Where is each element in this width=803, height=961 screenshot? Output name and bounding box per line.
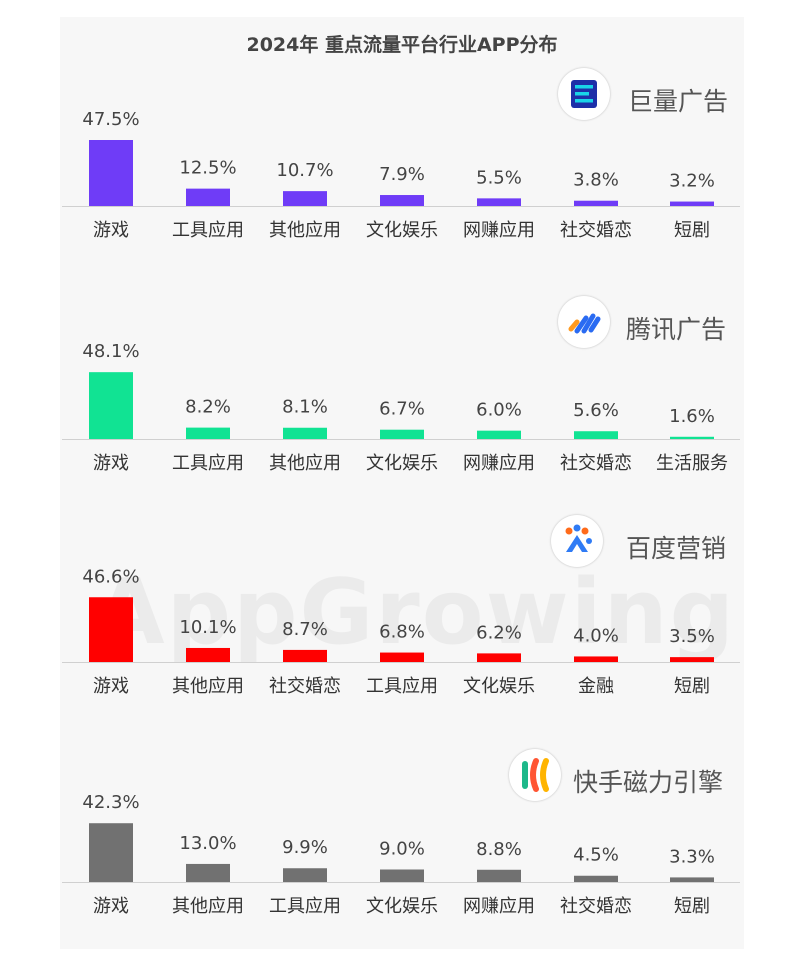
data-label: 6.0% (476, 400, 522, 421)
data-label: 3.5% (669, 626, 715, 647)
ocean-engine-logo-icon (558, 68, 610, 120)
x-tick-label: 其他应用 (269, 220, 341, 241)
data-label: 3.8% (573, 170, 619, 191)
x-tick-label: 工具应用 (269, 896, 341, 917)
bar (477, 198, 521, 206)
x-tick-label: 其他应用 (172, 676, 244, 697)
x-tick-label: 文化娱乐 (366, 453, 438, 474)
data-label: 9.9% (282, 837, 328, 858)
bar (574, 656, 618, 662)
x-tick-label: 社交婚恋 (560, 895, 632, 917)
baidu-marketing-logo-icon (551, 515, 603, 567)
bar (574, 200, 618, 206)
x-tick-label: 文化娱乐 (366, 220, 438, 241)
data-label: 8.8% (476, 839, 522, 860)
x-tick-label: 社交婚恋 (269, 675, 341, 697)
x-tick-label: 文化娱乐 (366, 896, 438, 917)
bar (89, 823, 133, 882)
x-tick-label: 其他应用 (172, 896, 244, 917)
x-tick-label: 社交婚恋 (560, 452, 632, 474)
bar (186, 863, 230, 882)
bar (186, 427, 230, 439)
x-tick-label: 工具应用 (172, 453, 244, 474)
data-label: 6.7% (379, 399, 425, 420)
data-label: 9.0% (379, 838, 425, 859)
bar (670, 436, 714, 439)
data-label: 48.1% (82, 341, 139, 362)
x-tick-label: 短剧 (674, 896, 710, 917)
data-label: 6.2% (476, 622, 522, 643)
bar (283, 868, 327, 882)
kuaishou-magnetic-engine-logo-icon (509, 749, 561, 801)
bar (89, 140, 133, 206)
bar (477, 869, 521, 882)
data-label: 46.6% (82, 566, 139, 587)
data-label: 12.5% (179, 158, 236, 179)
x-tick-label: 游戏 (93, 896, 129, 917)
bar (186, 647, 230, 662)
bar (670, 657, 714, 662)
data-label: 13.0% (179, 833, 236, 854)
data-label: 3.2% (669, 171, 715, 192)
bar (186, 188, 230, 206)
x-tick-label: 工具应用 (172, 220, 244, 241)
bar (380, 869, 424, 882)
platform-name-tencent-ads: 腾讯广告 (626, 315, 727, 344)
x-tick-label: 工具应用 (366, 676, 438, 697)
x-tick-label: 生活服务 (656, 453, 728, 474)
bar (283, 649, 327, 662)
chart-panel (60, 17, 744, 949)
chart-title: 2024年 重点流量平台行业APP分布 (246, 34, 558, 56)
data-label: 8.7% (282, 619, 328, 640)
data-label: 5.5% (476, 167, 522, 188)
data-label: 4.5% (573, 845, 619, 866)
data-label: 5.6% (573, 400, 619, 421)
x-tick-label: 文化娱乐 (463, 676, 535, 697)
data-label: 47.5% (82, 109, 139, 130)
x-tick-label: 社交婚恋 (560, 219, 632, 241)
tencent-ads-logo-icon (558, 296, 610, 348)
watermark: AppGrowing (95, 560, 736, 665)
data-label: 4.0% (573, 625, 619, 646)
x-tick-label: 网赚应用 (463, 220, 535, 241)
data-label: 3.3% (669, 846, 715, 867)
x-tick-label: 网赚应用 (463, 453, 535, 474)
data-label: 7.9% (379, 164, 425, 185)
bar (574, 875, 618, 882)
bar (380, 429, 424, 439)
x-tick-label: 其他应用 (269, 453, 341, 474)
bar (477, 653, 521, 662)
bar (574, 431, 618, 439)
x-tick-label: 金融 (578, 676, 614, 697)
bar (283, 191, 327, 206)
x-tick-label: 游戏 (93, 453, 129, 474)
data-label: 8.1% (282, 397, 328, 418)
data-label: 10.1% (179, 617, 236, 638)
x-tick-label: 短剧 (674, 676, 710, 697)
x-tick-label: 游戏 (93, 220, 129, 241)
platform-name-kuaishou: 快手磁力引擎 (573, 768, 724, 797)
data-label: 1.6% (669, 406, 715, 427)
platform-name-ocean-engine: 巨量广告 (628, 87, 729, 116)
data-label: 6.8% (379, 622, 425, 643)
bar (477, 430, 521, 439)
data-label: 42.3% (82, 792, 139, 813)
bar (89, 597, 133, 662)
bar (380, 195, 424, 206)
bar (670, 201, 714, 206)
bar (380, 652, 424, 662)
bar (670, 877, 714, 882)
bar (89, 372, 133, 439)
x-tick-label: 网赚应用 (463, 896, 535, 917)
x-tick-label: 游戏 (93, 676, 129, 697)
bar (283, 427, 327, 439)
data-label: 8.2% (185, 397, 231, 418)
data-label: 10.7% (276, 160, 333, 181)
platform-name-baidu-marketing: 百度营销 (626, 534, 727, 563)
x-tick-label: 短剧 (674, 220, 710, 241)
